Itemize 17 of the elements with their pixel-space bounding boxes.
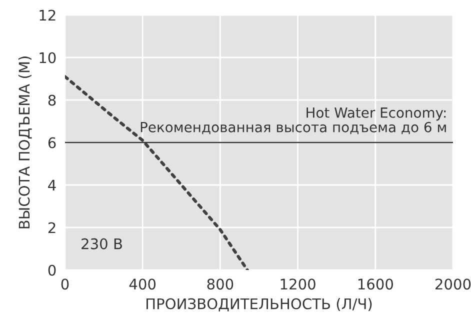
x-tick-label: 2000 xyxy=(436,278,471,290)
y-tick-label: 2 xyxy=(48,222,56,234)
y-tick-label: 4 xyxy=(48,180,56,191)
y-tick-label: 0 xyxy=(48,264,56,276)
x-tick-label: 0 xyxy=(61,278,69,290)
ref-line-label: Hot Water Economy: Рекомендованная высота подъема до 6 м xyxy=(140,108,446,134)
x-tick-label: 1600 xyxy=(358,278,393,290)
annotation: 230 В xyxy=(82,238,122,250)
y-tick-label: 10 xyxy=(40,52,56,64)
y-tick-label: 8 xyxy=(48,94,56,106)
y-tick-label: 12 xyxy=(40,10,56,21)
x-tick-label: 800 xyxy=(207,278,234,290)
y-axis-title: ВЫСОТА ПОДЪЕМА (М) xyxy=(18,56,32,228)
x-axis-title: ПРОИЗВОДИТЕЛЬНОСТЬ (Л/Ч) xyxy=(146,298,372,312)
y-tick-label: 6 xyxy=(48,137,56,148)
x-tick-label: 1200 xyxy=(280,278,316,290)
x-tick-label: 400 xyxy=(129,278,156,290)
